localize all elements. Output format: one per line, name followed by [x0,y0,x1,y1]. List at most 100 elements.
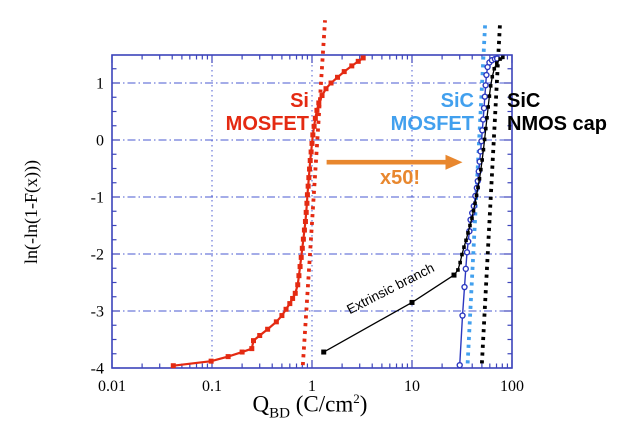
data-point-square [301,227,307,233]
data-point-circle [480,104,488,112]
data-point-square [314,107,320,113]
data-point-square [298,254,304,260]
data-point-square [468,223,472,228]
data-point-square [474,193,479,198]
data-point-circle [461,283,468,291]
data-point-square [482,137,487,142]
data-point-square [292,290,298,296]
data-point-square [303,209,309,215]
data-point-circle [456,361,463,369]
data-point-square [487,94,492,98]
x-tick-label: 10 [404,378,420,395]
x50-arrow-head [445,154,463,170]
sic-nmos-cap-fit [479,21,502,364]
data-point-square [170,363,176,369]
data-point-square [479,167,483,172]
data-point-square [360,55,366,61]
data-point-square [488,84,493,88]
data-point-square [409,299,415,305]
data-point-square [307,166,313,172]
data-point-square [305,183,311,189]
y-tick-label: -2 [91,247,104,264]
sic-mosfet-fit [465,21,488,364]
data-point-square [460,252,464,257]
data-point-square [304,192,310,198]
data-point-square [296,273,302,279]
data-point-square [483,126,488,131]
data-point-square [464,238,468,243]
data-point-square [308,149,314,155]
x-tick-label: 1 [308,378,316,395]
y-tick-label: -4 [91,361,104,378]
data-point-square [239,349,245,355]
data-point-square [265,326,271,332]
data-point-square [349,63,355,69]
data-point-square [299,245,305,251]
data-point-square [249,346,255,352]
data-point-square [481,147,486,152]
data-point-square [309,140,315,146]
data-point-square [321,349,327,355]
si-mosfet-fit [300,20,327,366]
data-point-square [323,86,329,92]
data-point-square [290,295,296,301]
data-point-square [312,115,318,121]
data-point-circle [481,93,489,100]
data-point-square [328,80,334,86]
data-point-square [297,264,303,270]
data-point-square [273,319,279,325]
data-point-square [279,313,285,319]
data-point-square [257,333,263,339]
data-point-square [295,282,301,288]
data-point-square [250,338,256,344]
data-point-circle [459,312,466,319]
data-point-square [477,176,482,181]
data-point-square [473,201,477,206]
data-point-square [311,123,317,129]
x-tick-label: 0.1 [202,378,222,395]
data-point-square [492,66,497,71]
data-point-square [495,61,499,65]
data-point-square [498,57,502,61]
data-point-circle [482,82,489,89]
x-tick-label: 100 [500,378,524,395]
series-line [453,56,504,276]
data-point-square [335,74,341,80]
data-point-square [341,69,347,75]
data-point-square [501,55,505,60]
data-point-square [283,306,289,312]
y-tick-label: -3 [91,304,104,321]
data-point-square [452,273,456,277]
data-point-square [470,216,474,220]
data-point-square [485,115,489,120]
y-tick-label: -1 [91,190,104,207]
series-line [173,57,364,367]
data-point-square [476,185,480,190]
data-point-square [208,358,214,364]
data-point-square [490,74,495,79]
data-point-circle [462,265,469,273]
data-point-square [480,158,484,162]
data-point-square [466,231,470,235]
data-point-square [300,236,306,242]
data-point-square [307,158,313,164]
series-line [459,57,498,366]
data-point-square [304,200,310,206]
data-point-square [287,301,293,307]
data-point-square [486,105,490,109]
data-point-square [316,100,322,106]
data-point-square [458,260,462,265]
data-point-square [319,93,325,99]
data-point-circle [463,249,471,256]
y-tick-label: 1 [96,76,104,93]
data-point-square [306,175,312,181]
x-tick-label: 0.01 [98,378,126,395]
data-point-square [462,245,466,249]
data-point-square [225,354,231,360]
data-point-square [471,208,476,213]
data-point-square [456,268,460,272]
data-point-circle [483,71,490,79]
data-point-circle [479,116,487,123]
